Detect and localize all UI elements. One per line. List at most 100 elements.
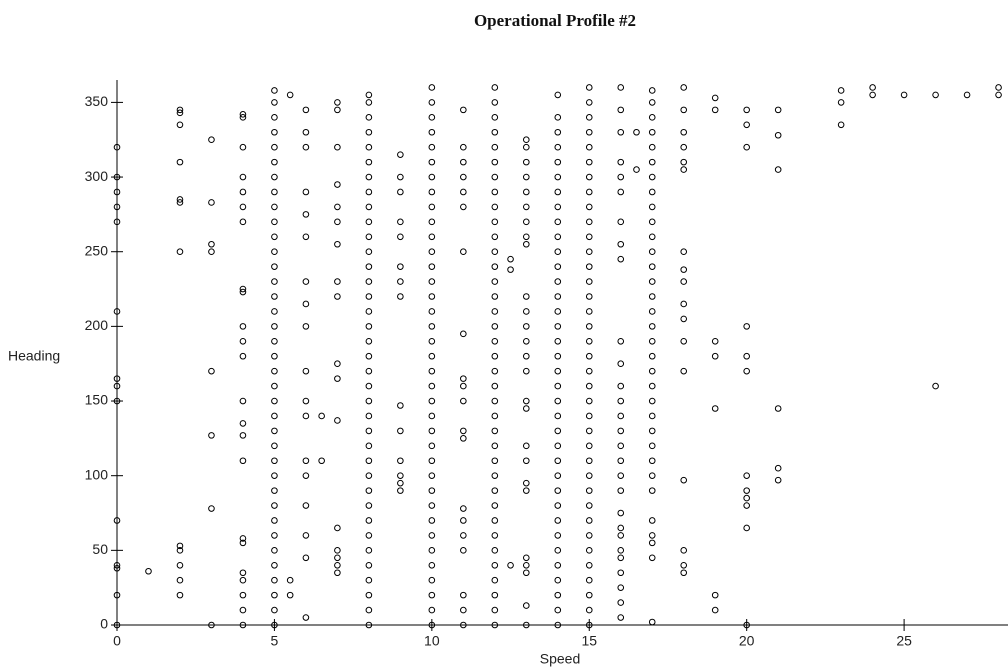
point (176, 199, 184, 206)
point (176, 196, 184, 203)
point (491, 606, 499, 614)
point (334, 293, 341, 300)
point (585, 338, 593, 345)
point (271, 532, 278, 539)
point (239, 569, 247, 577)
point (711, 106, 719, 114)
point (271, 382, 278, 390)
point (239, 188, 247, 196)
point (491, 188, 499, 196)
point (397, 233, 404, 241)
point (365, 278, 373, 285)
point (648, 87, 656, 94)
point (522, 188, 530, 196)
point (648, 412, 656, 420)
point (617, 412, 625, 420)
point (554, 427, 562, 435)
point (648, 487, 656, 494)
point (585, 487, 593, 494)
point (491, 382, 499, 390)
point (522, 479, 530, 487)
point (176, 591, 184, 599)
point (522, 233, 530, 241)
x-tick-label: 20 (739, 633, 755, 649)
point (491, 203, 499, 211)
point (271, 338, 278, 345)
point (617, 554, 625, 562)
point (648, 128, 656, 136)
point (585, 323, 593, 330)
point (522, 143, 530, 151)
point (491, 143, 499, 151)
point (617, 173, 625, 181)
point (522, 621, 530, 629)
point (743, 524, 750, 532)
point (397, 218, 404, 226)
point (491, 547, 499, 554)
x-tick-label: 15 (581, 633, 597, 649)
point (585, 203, 593, 211)
point (365, 173, 373, 181)
point (113, 218, 121, 226)
point (302, 457, 310, 465)
point (318, 412, 325, 420)
point (460, 591, 467, 599)
point (554, 547, 562, 554)
point (397, 278, 404, 285)
point (491, 263, 499, 270)
point (585, 293, 593, 300)
point (585, 502, 593, 509)
point (774, 131, 782, 139)
point (365, 561, 373, 569)
point (113, 621, 121, 629)
point (554, 532, 562, 539)
point (428, 367, 436, 375)
point (648, 323, 656, 330)
point (648, 308, 656, 315)
point (428, 143, 436, 151)
point (271, 308, 278, 315)
point (113, 397, 121, 405)
point (554, 158, 562, 166)
point (208, 621, 215, 629)
point (507, 561, 514, 569)
point (680, 128, 688, 136)
point (585, 128, 593, 136)
point (428, 338, 436, 345)
point (208, 248, 215, 256)
point (522, 136, 530, 144)
point (113, 561, 121, 569)
point (585, 412, 593, 420)
point (680, 84, 688, 91)
point (271, 487, 278, 494)
point (743, 367, 750, 375)
point (334, 99, 341, 106)
point (428, 576, 436, 584)
point (680, 569, 688, 577)
point (491, 502, 499, 509)
point (271, 561, 278, 569)
point (428, 397, 436, 405)
point (460, 397, 467, 405)
point (491, 218, 499, 226)
point (271, 412, 278, 420)
point (554, 338, 562, 345)
point (302, 300, 310, 308)
y-tick-label: 250 (85, 242, 109, 258)
point (428, 457, 436, 465)
point (428, 218, 436, 226)
point (554, 472, 562, 479)
point (554, 233, 562, 241)
point (585, 352, 593, 360)
point (554, 308, 562, 315)
point (995, 91, 1002, 99)
point (585, 173, 593, 181)
point (648, 367, 656, 375)
point (648, 143, 656, 151)
point (460, 330, 467, 338)
point (491, 487, 499, 494)
point (176, 106, 184, 114)
point (334, 569, 341, 577)
point (522, 240, 530, 248)
point (554, 397, 562, 405)
